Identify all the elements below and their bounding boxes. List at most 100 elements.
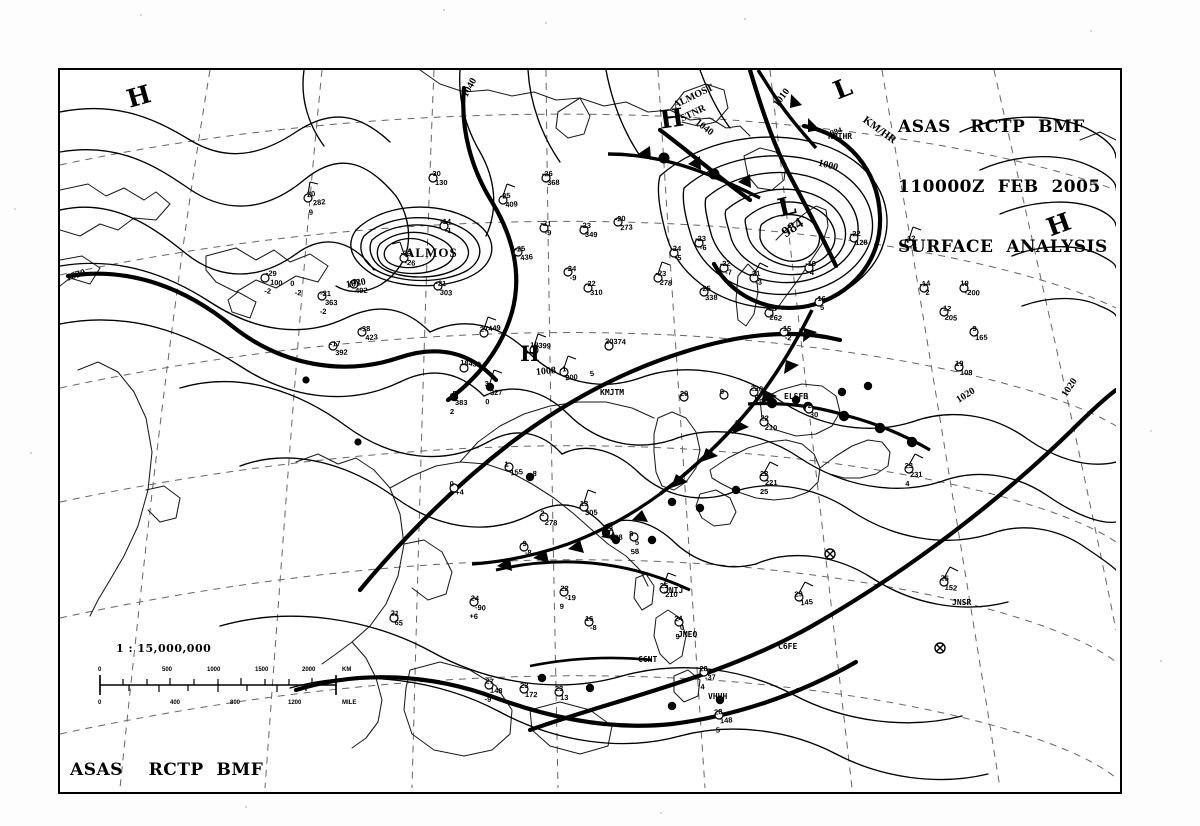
station-plot-value: -5 xyxy=(674,252,682,263)
station-plot: -18 262 xyxy=(764,303,783,323)
station-symbol-layer xyxy=(260,173,979,720)
station-plot-value: 278 xyxy=(659,277,673,288)
surface-analysis-map xyxy=(60,70,1116,788)
station-plot-value: -19 xyxy=(564,592,577,603)
scale-bar: 1 : 15,000,000 xyxy=(90,642,356,710)
scale-km-tick-1500: 1500 xyxy=(255,667,269,673)
station-plot: -9 165 xyxy=(970,324,988,343)
station-plot-value: 16 xyxy=(585,614,594,623)
station-plot: 27 148 -9 xyxy=(484,677,503,705)
station-plot-value: 13 xyxy=(559,692,569,702)
station-plot: 0 +4 xyxy=(449,479,464,499)
station-plot-value: 228 xyxy=(609,532,623,543)
station-plot-value: 338 xyxy=(704,292,718,302)
station-plot: -19 4 xyxy=(805,259,816,278)
station-plot-value: 392 xyxy=(334,347,348,358)
station-plot-value: 6 xyxy=(754,392,760,403)
station-plot-value: -16 xyxy=(815,294,826,303)
station-plot: -5 383 2 xyxy=(450,389,468,417)
station-plot: -21 -9 xyxy=(539,219,552,239)
isobar-1008: 1008 xyxy=(535,364,557,379)
station-plot-value: -7 xyxy=(724,267,733,277)
station-plot-value: -5 xyxy=(909,242,918,252)
station-plot: -21 363 -2 xyxy=(320,289,338,317)
scale-ratio: 1 : 15,000,000 xyxy=(116,642,212,655)
station-plot-value: 108 xyxy=(959,367,973,377)
station-plot-value: 152 xyxy=(944,582,958,593)
station-plot-value: 303 xyxy=(439,287,453,298)
station-plot-value: 100 xyxy=(269,277,283,288)
station-plot: -12 -5 xyxy=(904,234,918,253)
station-plot: 19 -200 xyxy=(960,278,981,298)
station-plot: 20 282 9 xyxy=(307,189,327,217)
scan-speckle xyxy=(1090,30,1092,32)
isobar-layer-thick xyxy=(65,70,1116,733)
station-plot: 16 -8 xyxy=(585,614,597,633)
station-plot-value: 492 xyxy=(354,285,368,295)
station-plot: -2 30 xyxy=(805,401,819,420)
scan-speckle xyxy=(545,22,547,24)
station-plot-value: 145 xyxy=(799,596,814,608)
station-plot-value: 5 xyxy=(589,368,595,379)
scale-mile-tick-1200: 1200 xyxy=(288,700,302,706)
station-plot-value: 349 xyxy=(584,229,598,239)
station-plot: 22 210 xyxy=(759,413,778,433)
station-plot: 220 6 xyxy=(749,383,763,403)
station-elsfb: ELSFB xyxy=(784,392,809,401)
station-plot-value: -3 xyxy=(754,277,763,287)
station-plot-value: 5 xyxy=(820,302,825,312)
station-plot-value: 409 xyxy=(504,199,519,210)
station-plot: 21 65 xyxy=(389,608,404,628)
station-plot-value: -9 xyxy=(569,272,577,283)
station-plot-value: 20 xyxy=(679,388,689,399)
station-jmeq: JMEQ xyxy=(678,630,698,639)
station-plot-value: 423 xyxy=(364,332,379,343)
station-plot-value: -200 xyxy=(964,287,981,298)
station-plot-value: 363 xyxy=(324,297,338,307)
station-plot: 13 305 xyxy=(580,499,598,518)
scale-km-tick-2000: 2000 xyxy=(302,667,316,673)
scan-speckle xyxy=(14,208,16,210)
station-plot: -14 2 xyxy=(919,278,932,298)
station-plot-value: 0 xyxy=(719,386,725,397)
high-china-inland: H xyxy=(520,341,540,366)
station-plot-value: 205 xyxy=(944,312,958,323)
station-plot: 23 231 4 xyxy=(905,461,923,489)
station-plot: 22 228 xyxy=(604,524,623,544)
station-plot-value: 20374 xyxy=(604,336,627,347)
station-plot: 0 -2 xyxy=(290,279,303,298)
station-plot: 0 xyxy=(719,386,725,397)
scale-mile-unit: MILE xyxy=(342,700,357,706)
scale-km-tick-1000: 1000 xyxy=(207,667,221,673)
station-plot-value: 5 xyxy=(715,725,721,735)
header-line-3: SURFACE ANALYSIS xyxy=(898,237,1108,258)
scale-mile-tick-400: 400 xyxy=(170,700,181,706)
station-plot-value: 9 xyxy=(559,601,565,611)
header-line-1: ASAS RCTP BMF xyxy=(898,117,1085,138)
station-plot: -1 200 xyxy=(559,364,578,383)
station-plot: -23 278 xyxy=(654,268,673,288)
station-plot: -31 492 xyxy=(350,277,368,296)
station-plot: 28 148 5 xyxy=(714,707,734,735)
station-plot: -8 xyxy=(530,469,537,479)
station-plot-value: 165 xyxy=(974,332,988,342)
coastline-layer xyxy=(60,70,1116,757)
station-plot: -20 273 xyxy=(614,214,633,234)
station-plot: 24 -90 +6 xyxy=(469,593,487,622)
scan-speckle xyxy=(30,452,32,454)
station-plot-value: 278 xyxy=(544,517,558,528)
station-plot: -24 -9 xyxy=(565,264,578,283)
station-plot: -16 5 xyxy=(815,294,826,313)
station-plot-value: 2 xyxy=(450,406,455,416)
station-plot-value: 155 xyxy=(509,466,524,478)
stationary-front xyxy=(495,560,691,592)
station-plot-value: -30 xyxy=(430,169,441,178)
station-plot: 24 0 9 xyxy=(674,614,685,642)
station-plot: 20374 xyxy=(604,336,627,348)
station-plot-value: 4 xyxy=(700,681,705,692)
station-plot-value: 128 xyxy=(854,237,868,247)
station-plot: -23 -6 xyxy=(695,234,707,253)
cold-front-barb xyxy=(671,328,817,488)
station-plot: -14 -1 xyxy=(440,217,452,236)
station-plot-value: -5 xyxy=(450,389,457,398)
